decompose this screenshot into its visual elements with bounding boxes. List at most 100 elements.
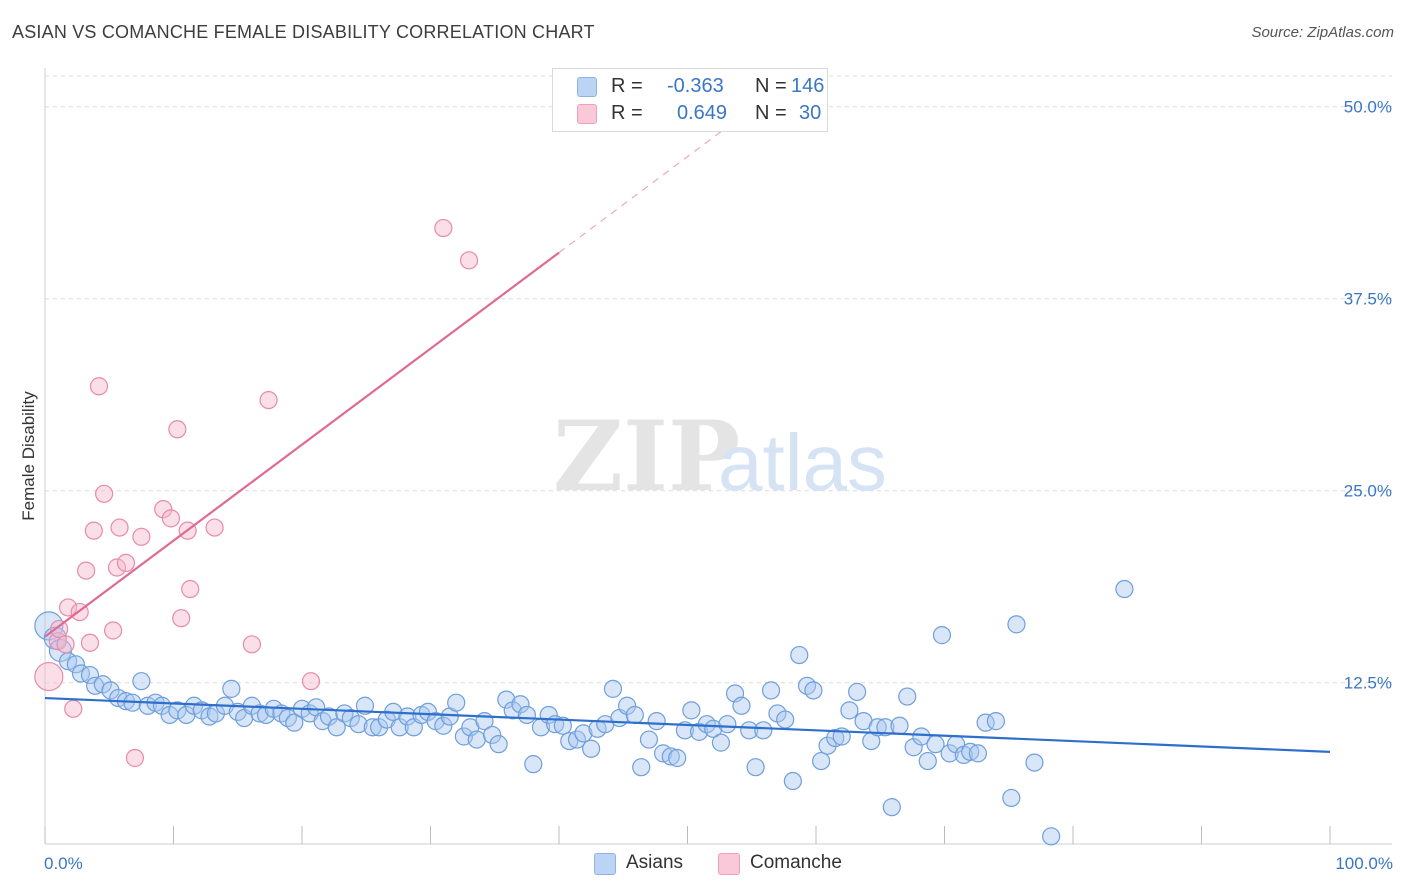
y-tick-label: 37.5% [1344,290,1392,309]
asians-point [418,702,438,722]
comanche-trend-line [44,251,560,638]
comanche-point [110,518,129,537]
comanche-point [107,558,127,577]
asians-point [890,716,909,735]
asians-point [868,718,887,737]
asians-point [327,718,346,737]
y-tick-label: 12.5% [1344,674,1392,693]
asians-point [689,722,709,741]
asians-point [632,758,651,777]
asians-point [812,751,831,771]
asians-point [682,701,701,720]
bottom-legend-swatch-comanche [718,853,740,875]
asians-point [704,719,723,738]
asians-point [746,758,765,777]
y-tick-label: 25.0% [1344,482,1392,501]
bottom-legend-swatch-asians [594,853,616,875]
asians-point [582,739,601,758]
asians-point [285,713,304,732]
bottom-legend-label-comanche: Comanche [750,852,842,873]
legend-swatch-asians [577,77,597,97]
ticks-layer: 12.5% 25.0% 37.5% 50.0% 0.0% 100.0% [44,98,1393,873]
comanche-point [459,251,479,270]
comanche-point [34,661,64,692]
axes-layer [44,68,1392,845]
comanche-point [80,633,100,652]
asians-point [840,701,859,720]
comanche-point [434,218,453,238]
asians-point [783,771,802,791]
comanche-point [77,561,96,580]
legend-r-value: -0.363 [667,75,724,97]
comanche-point [50,619,69,639]
asians-point [661,747,680,766]
comanche-point [132,527,151,546]
y-axis-label: Female Disability [19,391,38,521]
comanche-point [104,621,123,640]
asians-point [71,664,91,683]
asians-point [447,693,466,712]
comanche-point [301,672,321,691]
asians-point [940,744,959,763]
legend-r-label: R = [611,75,643,97]
asians-point [697,715,716,734]
asians-point [754,721,773,740]
comanche-trend-extension [558,108,753,254]
legend-r-label: R = [611,102,643,124]
asians-point [553,716,572,735]
asians-point [711,733,731,752]
asians-point [804,681,823,700]
legend-n-value: 146 [791,75,825,97]
asians-point [826,728,845,748]
asians-point [1115,579,1134,599]
x-tick-label: 0.0% [44,854,83,873]
asians-point [625,705,644,725]
asians-point [483,725,502,745]
watermark: ZIP atlas [553,400,887,513]
asians-point [1007,615,1026,634]
asians-trend-line [44,696,1331,753]
asians-point [222,679,241,698]
comanche-point [116,553,136,573]
chart-title: ASIAN VS COMANCHE FEMALE DISABILITY CORR… [12,22,595,42]
asians-point [278,708,297,728]
points-layer [34,218,1134,846]
asians-point [797,676,817,695]
asians-point [168,701,187,720]
asians-point [876,718,895,737]
asians-point [647,712,666,731]
asians-point [560,731,579,751]
grid-layer [45,75,1392,684]
asians-point [776,710,795,729]
asians-point [818,736,837,755]
asians-point [882,798,901,817]
comanche-point [205,518,224,537]
comanche-point [64,699,83,718]
asians-point [1002,788,1021,808]
asians-point [80,665,100,685]
asians-point [790,645,809,665]
asians-point [961,742,980,761]
asians-point [618,696,637,715]
asians-point [912,727,931,746]
comanche-point [161,509,181,528]
asians-point [932,626,952,645]
asians-point [718,715,737,734]
asians-point [524,755,543,774]
asians-point [497,690,516,709]
asians-point [732,696,751,715]
correlation-legend: R = -0.363 N = 146 R = 0.649 N = 30 [552,68,828,132]
asians-point [250,704,269,723]
asians-point [349,715,368,734]
asians-point [489,735,508,754]
asians-point [66,655,85,674]
asians-point [335,704,354,723]
watermark-zip: ZIP [553,400,740,513]
asians-point [968,744,988,763]
comanche-point [89,377,109,396]
comanche-point [154,500,173,519]
legend-n-label: N = [755,102,787,124]
y-tick-label: 50.0% [1344,98,1392,117]
x-tick-label: 100.0% [1335,854,1393,873]
